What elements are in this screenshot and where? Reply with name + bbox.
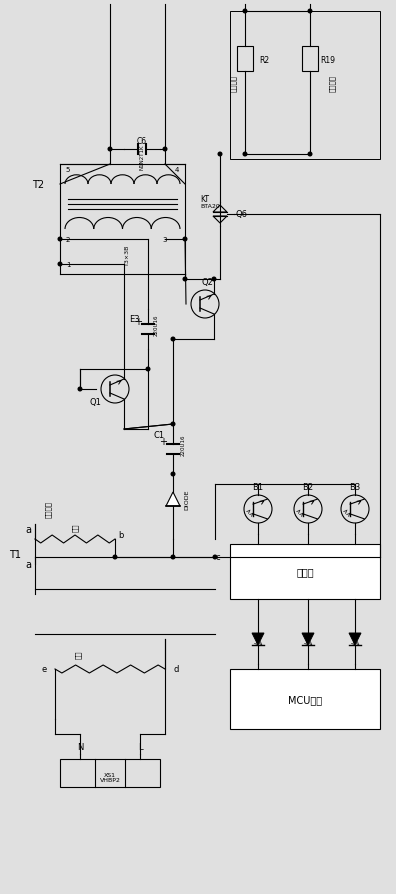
- Bar: [302, 47, 318, 72]
- Text: L: L: [138, 743, 142, 752]
- Text: E3: E3: [129, 316, 139, 325]
- Text: R2: R2: [259, 55, 269, 64]
- Text: 220U16: 220U16: [154, 314, 158, 335]
- Text: XS1
VHBP2: XS1 VHBP2: [99, 772, 120, 782]
- Circle shape: [183, 238, 187, 241]
- Text: 220U16: 220U16: [181, 434, 185, 455]
- Circle shape: [243, 153, 247, 156]
- Polygon shape: [349, 633, 361, 645]
- Text: Q1: Q1: [89, 397, 101, 406]
- Text: 5: 5: [66, 167, 70, 173]
- Circle shape: [308, 10, 312, 13]
- Bar: [230, 12, 380, 160]
- Text: b: b: [118, 530, 124, 539]
- Bar: [230, 544, 380, 599]
- Polygon shape: [252, 633, 264, 645]
- Text: 高压输出: 高压输出: [45, 501, 51, 518]
- Text: N: N: [77, 743, 83, 752]
- Text: +: +: [159, 436, 167, 446]
- Text: 左加热片: 左加热片: [230, 74, 236, 91]
- Bar: [230, 670, 380, 730]
- Circle shape: [171, 555, 175, 559]
- Polygon shape: [166, 493, 180, 506]
- Text: BTA20: BTA20: [200, 204, 220, 209]
- Text: e: e: [42, 665, 47, 674]
- Circle shape: [113, 555, 117, 559]
- Circle shape: [58, 263, 62, 266]
- Text: 2: 2: [66, 237, 70, 243]
- Circle shape: [183, 278, 187, 282]
- Text: T2: T2: [32, 180, 44, 190]
- Text: DIODE: DIODE: [185, 489, 190, 510]
- Text: a: a: [25, 525, 31, 535]
- Text: 初级: 初级: [75, 650, 81, 659]
- Bar: [237, 47, 253, 72]
- Circle shape: [171, 473, 175, 477]
- Text: C6: C6: [137, 138, 147, 147]
- Text: 次级: 次级: [72, 523, 78, 532]
- Circle shape: [163, 148, 167, 152]
- Text: c: c: [215, 552, 220, 561]
- Text: 隔离盒: 隔离盒: [296, 567, 314, 577]
- Text: 1: 1: [66, 262, 70, 267]
- Text: B2: B2: [303, 483, 314, 492]
- Circle shape: [78, 388, 82, 392]
- Circle shape: [58, 238, 62, 241]
- Text: T1: T1: [9, 550, 21, 560]
- Bar: [60, 759, 160, 787]
- Text: d: d: [173, 665, 178, 674]
- Text: C1: C1: [153, 430, 165, 439]
- Text: 4: 4: [175, 167, 179, 173]
- Text: B1: B1: [252, 483, 264, 492]
- Text: 右加热片: 右加热片: [329, 74, 335, 91]
- Text: MCU控制: MCU控制: [288, 695, 322, 704]
- Text: N1N2T1K: N1N2T1K: [139, 144, 145, 170]
- Text: Q6: Q6: [236, 210, 248, 219]
- Text: Q2: Q2: [201, 278, 213, 287]
- Circle shape: [218, 153, 222, 156]
- Circle shape: [212, 278, 216, 282]
- Text: 3: 3: [163, 237, 167, 243]
- Text: a: a: [25, 560, 31, 569]
- Circle shape: [171, 338, 175, 342]
- Circle shape: [308, 153, 312, 156]
- Circle shape: [213, 555, 217, 559]
- Polygon shape: [302, 633, 314, 645]
- Text: R19: R19: [320, 55, 335, 64]
- Text: B3: B3: [349, 483, 361, 492]
- Circle shape: [171, 423, 175, 426]
- Text: +: +: [134, 316, 142, 326]
- Circle shape: [243, 10, 247, 13]
- Text: KT: KT: [200, 195, 209, 204]
- Circle shape: [108, 148, 112, 152]
- Text: T3×3B: T3×3B: [124, 244, 129, 266]
- Circle shape: [146, 367, 150, 371]
